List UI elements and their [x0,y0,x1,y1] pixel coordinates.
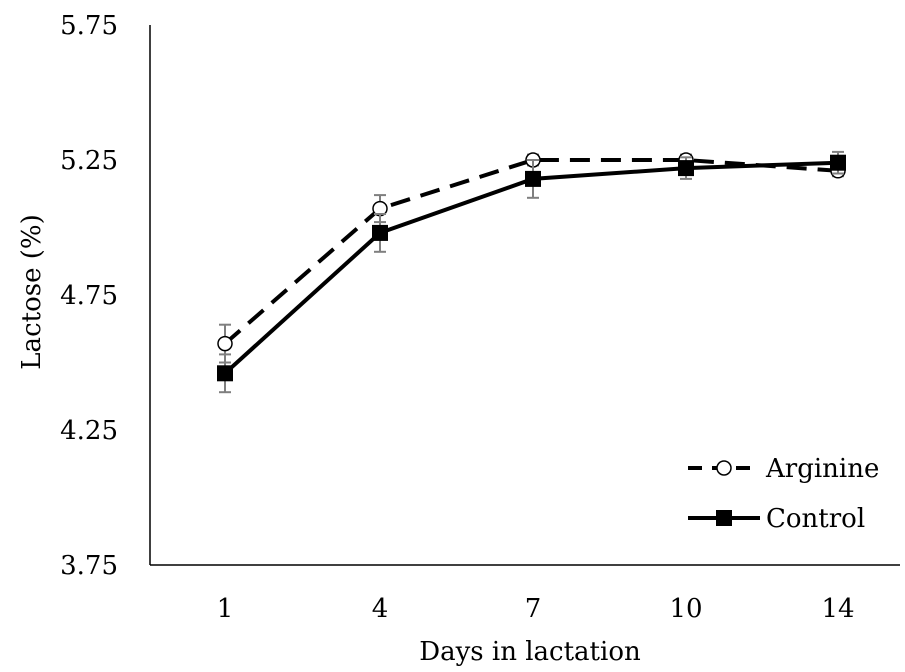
y-tick-label: 5.25 [60,146,118,176]
y-tick-label: 5.75 [60,11,118,41]
legend: Arginine Control [688,454,879,534]
x-axis-title: Days in lactation [419,637,641,667]
axes [149,25,900,566]
x-tick-label: 1 [217,594,234,624]
legend-item-control: Control [688,504,865,534]
series-line [223,160,839,375]
legend-label: Control [766,504,865,534]
y-tick-label: 3.75 [60,551,118,581]
x-tick-label: 14 [821,594,854,624]
series-control [217,150,846,394]
data-point [372,224,388,241]
y-tick-label: 4.25 [60,416,118,446]
y-tick-label: 4.75 [60,281,118,311]
data-point [217,365,233,382]
data-point [217,335,233,352]
x-tick-label: 7 [525,594,542,624]
data-point [678,160,694,177]
data-point [525,170,541,187]
legend-marker [716,460,732,476]
series-layer [217,150,846,394]
legend-marker [716,510,732,526]
x-tick-label: 10 [669,594,702,624]
series-line [223,158,839,346]
legend-label: Arginine [765,454,879,484]
y-axis-title: Lactose (%) [17,214,47,369]
x-tick-label: 4 [372,594,389,624]
x-tick-labels: 1 4 7 10 14 [217,594,855,624]
y-tick-labels: 3.75 4.25 4.75 5.25 5.75 [60,11,118,581]
legend-item-arginine: Arginine [688,454,879,484]
data-point [830,154,846,171]
